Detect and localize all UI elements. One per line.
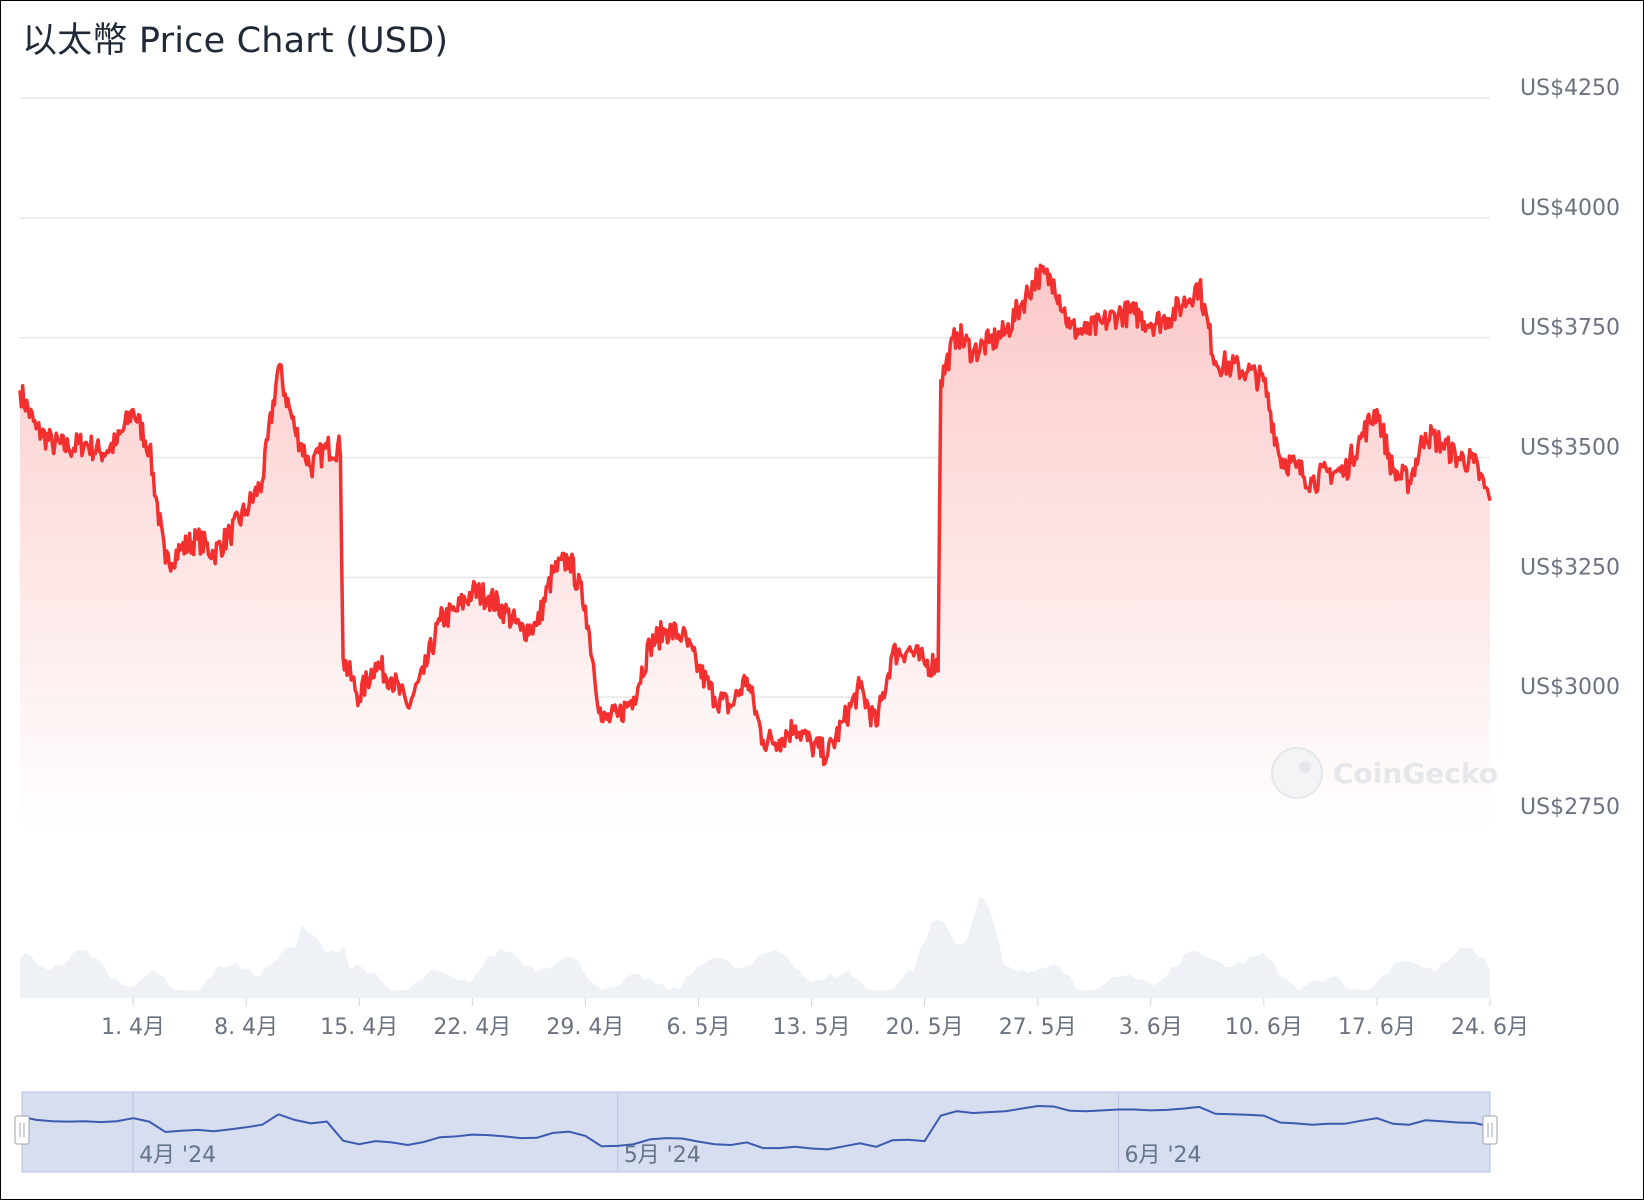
navigator-labels: 4月 '24 5月 '24 6月 '24 <box>139 1143 1201 1168</box>
y-tick-label: US$4250 <box>1520 76 1620 101</box>
y-tick-label: US$3500 <box>1520 436 1620 461</box>
price-area-fill <box>20 265 1490 832</box>
left-handle[interactable] <box>14 1115 30 1145</box>
x-tick-label: 27. 5月 <box>999 1015 1077 1040</box>
price-line[interactable] <box>18 263 1492 767</box>
x-tick-label: 8. 4月 <box>214 1015 278 1040</box>
volume-area <box>20 896 1490 998</box>
x-tick-label: 13. 5月 <box>773 1015 851 1040</box>
y-tick-label: US$3750 <box>1520 316 1620 341</box>
price-line-layer[interactable] <box>18 263 1492 767</box>
watermark-text: CoinGecko <box>1333 757 1498 790</box>
navigator-month-label: 4月 '24 <box>139 1143 216 1168</box>
navigator-month-label: 6月 '24 <box>1124 1143 1201 1168</box>
x-tick-label: 20. 5月 <box>886 1015 964 1040</box>
navigator-line <box>19 1104 1491 1151</box>
x-axis-labels: 1. 4月 8. 4月 15. 4月 22. 4月 29. 4月 6. 5月 13. 5月 2… <box>101 998 1529 1040</box>
y-tick-label: US$2750 <box>1520 795 1620 820</box>
gecko-eye-icon <box>1299 761 1311 773</box>
x-tick-label: 1. 4月 <box>101 1015 165 1040</box>
range-navigator[interactable]: 4月 '24 5月 '24 6月 '24 <box>14 1091 1498 1173</box>
navigator-line-layer <box>19 1104 1491 1151</box>
volume-shape <box>20 896 1490 998</box>
coingecko-watermark: CoinGecko <box>1271 747 1498 799</box>
navigator-separators <box>132 1092 1119 1172</box>
x-tick-label: 29. 4月 <box>546 1015 624 1040</box>
y-tick-label: US$3000 <box>1520 675 1620 700</box>
right-handle[interactable] <box>1482 1115 1498 1145</box>
x-tick-label: 24. 6月 <box>1451 1015 1529 1040</box>
x-tick-label: 3. 6月 <box>1119 1015 1183 1040</box>
x-tick-label: 17. 6月 <box>1338 1015 1416 1040</box>
x-tick-label: 6. 5月 <box>666 1015 730 1040</box>
x-tick-label: 22. 4月 <box>433 1015 511 1040</box>
navigator-month-label: 5月 '24 <box>624 1143 701 1168</box>
y-tick-label: US$3250 <box>1520 555 1620 580</box>
gecko-logo-icon <box>1271 747 1323 799</box>
x-tick-label: 15. 4月 <box>320 1015 398 1040</box>
y-tick-label: US$4000 <box>1520 196 1620 221</box>
price-area <box>20 265 1490 832</box>
navigator-background[interactable] <box>21 1091 1491 1173</box>
x-tick-label: 10. 6月 <box>1225 1015 1303 1040</box>
y-axis-labels: US$2750 US$3000 US$3250 US$3500 US$3750 US$40… <box>1520 76 1620 820</box>
chart-title: 以太幣 Price Chart (USD) <box>22 21 449 61</box>
